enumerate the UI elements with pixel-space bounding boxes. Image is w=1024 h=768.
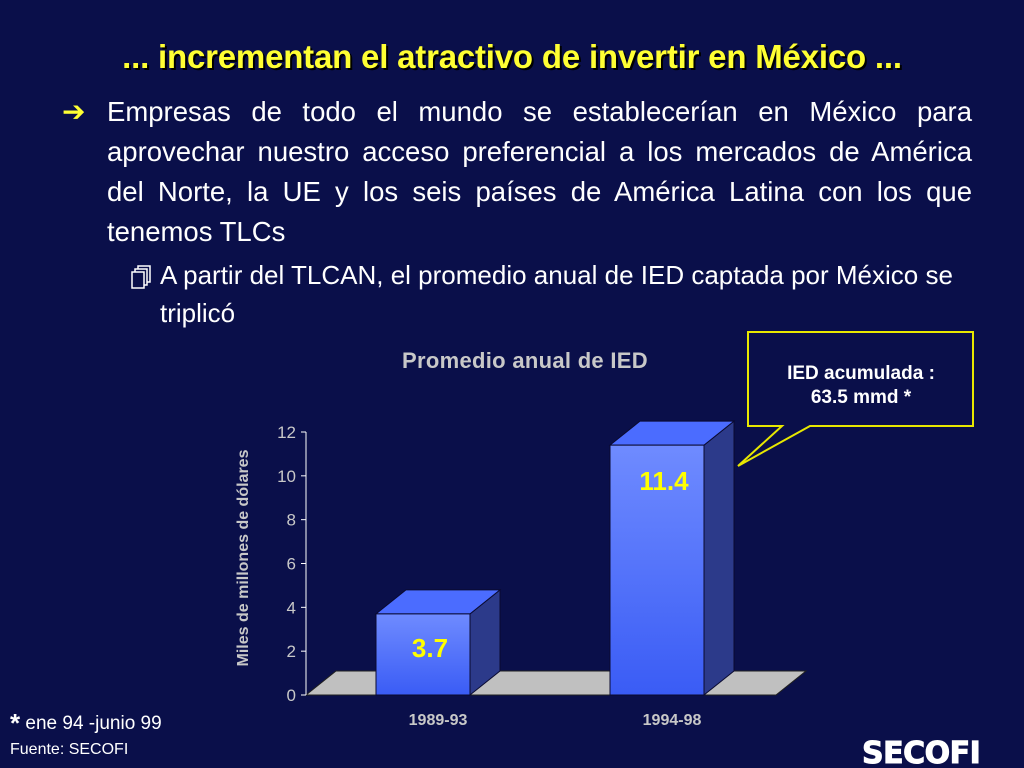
x-category-label: 1989-93 [409, 712, 468, 729]
bar-1994-98 [609, 444, 705, 696]
chart-title: Promedio anual de IED [402, 348, 648, 373]
callout-line1: IED acumulada : [787, 363, 935, 384]
secofi-logo: SECOFI [862, 736, 982, 768]
y-tick-label: 8 [287, 511, 296, 530]
stacked-pages-icon [128, 262, 154, 300]
bar-1989-93 [375, 613, 471, 696]
main-bullet-text: Empresas de todo el mundo se establecerí… [107, 96, 972, 247]
x-category-label: 1994-98 [643, 712, 702, 729]
slide-title: ... incrementan el atractivo de invertir… [122, 38, 902, 75]
y-tick-label: 4 [287, 598, 296, 617]
callout-line2: 63.5 mmd * [810, 387, 912, 408]
logo-text: SECOFI [862, 736, 980, 768]
bar-value-label: 3.7 [412, 633, 448, 663]
sub-bullet: A partir del TLCAN, el promedio anual de… [128, 256, 973, 332]
y-tick-label: 0 [287, 686, 296, 705]
y-tick-label: 10 [277, 467, 296, 486]
bar-side [703, 420, 735, 697]
arrow-bullet-icon: ➔ [62, 96, 86, 127]
y-tick-label: 6 [287, 555, 296, 574]
footnote-star: * [10, 708, 21, 738]
y-tick-label: 12 [277, 423, 296, 442]
footnote-text: ene 94 -junio 99 [20, 713, 162, 734]
main-bullet: ➔ Empresas de todo el mundo se establece… [62, 92, 972, 252]
footnote: * ene 94 -junio 99 [10, 708, 162, 739]
bar-value-label: 11.4 [639, 466, 689, 496]
source-note: Fuente: SECOFI [10, 741, 129, 758]
y-tick-label: 2 [287, 642, 296, 661]
sub-bullet-text: A partir del TLCAN, el promedio anual de… [160, 260, 953, 328]
callout-box [737, 331, 974, 467]
callout-text: IED acumulada : 63.5 mmd * [752, 362, 970, 410]
y-axis-label: Miles de millones de dólares [235, 449, 252, 666]
